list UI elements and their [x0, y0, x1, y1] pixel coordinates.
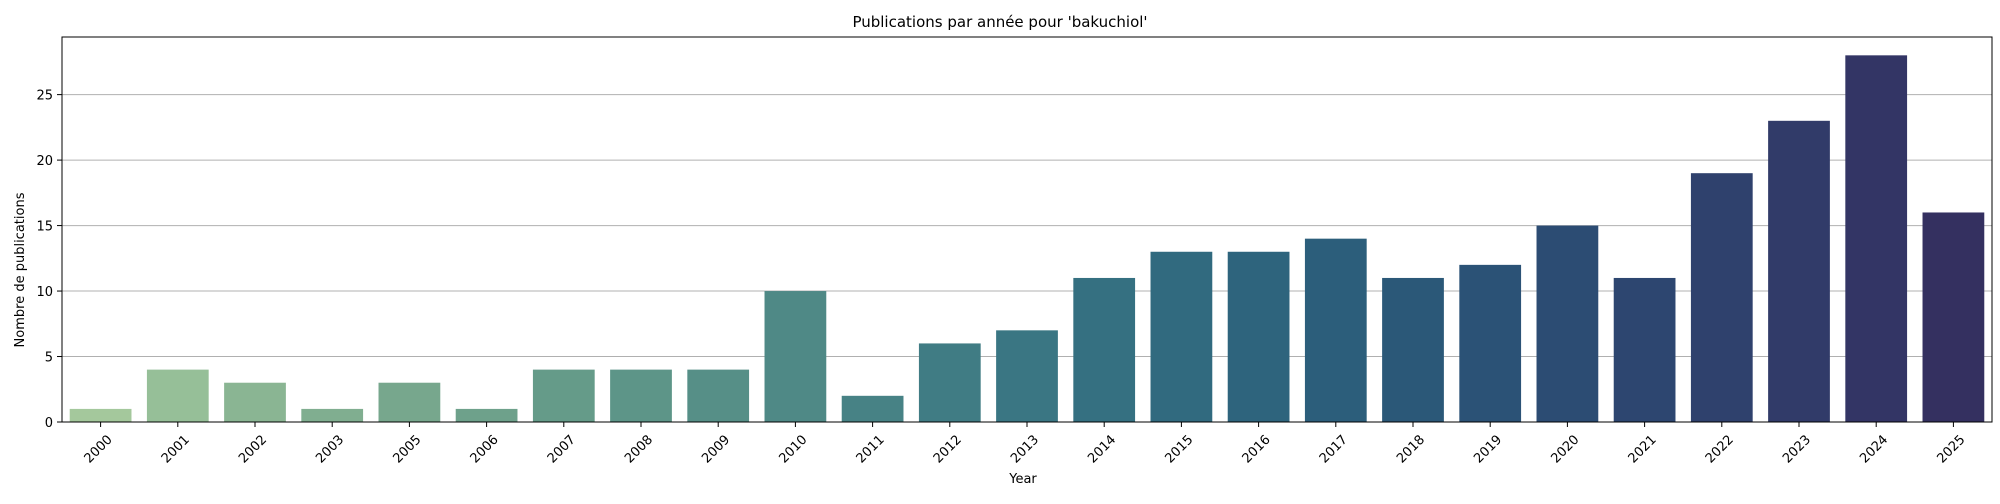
- bar-2013: [996, 330, 1058, 422]
- bar-2010: [764, 291, 827, 422]
- x-axis-title: Year: [1008, 472, 1037, 487]
- bar-2002: [224, 382, 286, 422]
- x-tick-label: 2012: [931, 432, 965, 466]
- bar-2005: [378, 382, 441, 422]
- x-tick-label: 2000: [82, 432, 116, 466]
- bar-2000: [69, 408, 132, 422]
- y-axis-title: Nombre de publications: [13, 192, 28, 347]
- x-tick-label: 2007: [545, 432, 579, 466]
- bars: [69, 55, 1985, 423]
- chart-title: Publications par année pour 'bakuchiol': [852, 13, 1147, 31]
- bar-2001: [146, 369, 209, 422]
- x-tick-label: 2006: [468, 432, 502, 466]
- bar-2016: [1227, 251, 1290, 422]
- x-tick-label: 2023: [1780, 432, 1814, 466]
- x-tick-label: 2014: [1085, 432, 1119, 466]
- bar-2021: [1613, 277, 1676, 422]
- bar-2011: [841, 395, 904, 422]
- x-tick-label: 2001: [159, 432, 193, 466]
- bar-2008: [610, 369, 672, 422]
- x-tick-label: 2020: [1548, 432, 1582, 466]
- bar-2025: [1922, 212, 1985, 422]
- bar-2017: [1304, 238, 1367, 422]
- y-tick-label: 20: [36, 154, 53, 169]
- x-tick-label: 2002: [236, 432, 270, 466]
- bar-2012: [918, 343, 981, 422]
- x-tick-label: 2022: [1703, 432, 1737, 466]
- x-tick-label: 2025: [1934, 432, 1968, 466]
- bar-2015: [1150, 251, 1213, 422]
- x-tick-label: 2008: [622, 432, 656, 466]
- bar-2020: [1536, 225, 1599, 422]
- y-axis-ticks: 0 5 10 15 20 25: [36, 89, 62, 431]
- x-tick-label: 2011: [854, 432, 888, 466]
- x-tick-label: 2015: [1162, 432, 1196, 466]
- bar-2006: [455, 408, 518, 422]
- x-tick-label: 2010: [776, 432, 810, 466]
- bar-2018: [1382, 277, 1444, 422]
- bar-2003: [301, 408, 364, 422]
- y-tick-label: 15: [36, 220, 53, 235]
- x-tick-label: 2013: [1008, 432, 1042, 466]
- x-tick-label: 2018: [1394, 432, 1428, 466]
- bar-2009: [687, 369, 750, 422]
- y-tick-label: 0: [45, 416, 53, 431]
- y-tick-label: 5: [45, 351, 53, 366]
- x-tick-label: 2003: [313, 432, 347, 466]
- x-axis-ticks: 2000 2001 2002 2003 2005 2006 2007 2008 2009 2010…: [82, 422, 1968, 466]
- x-tick-label: 2024: [1857, 432, 1891, 466]
- x-tick-label: 2017: [1317, 432, 1351, 466]
- x-tick-label: 2019: [1471, 432, 1505, 466]
- x-tick-label: 2016: [1240, 432, 1274, 466]
- y-tick-label: 25: [36, 89, 53, 104]
- x-tick-label: 2009: [699, 432, 733, 466]
- bar-2024: [1845, 55, 1908, 422]
- bar-2022: [1690, 173, 1753, 422]
- x-tick-label: 2005: [390, 432, 424, 466]
- bar-2023: [1768, 120, 1830, 423]
- bar-2019: [1459, 264, 1522, 422]
- y-tick-label: 10: [36, 285, 53, 300]
- x-tick-label: 2021: [1626, 432, 1660, 466]
- bar-2007: [532, 369, 595, 422]
- bar-2014: [1073, 277, 1136, 422]
